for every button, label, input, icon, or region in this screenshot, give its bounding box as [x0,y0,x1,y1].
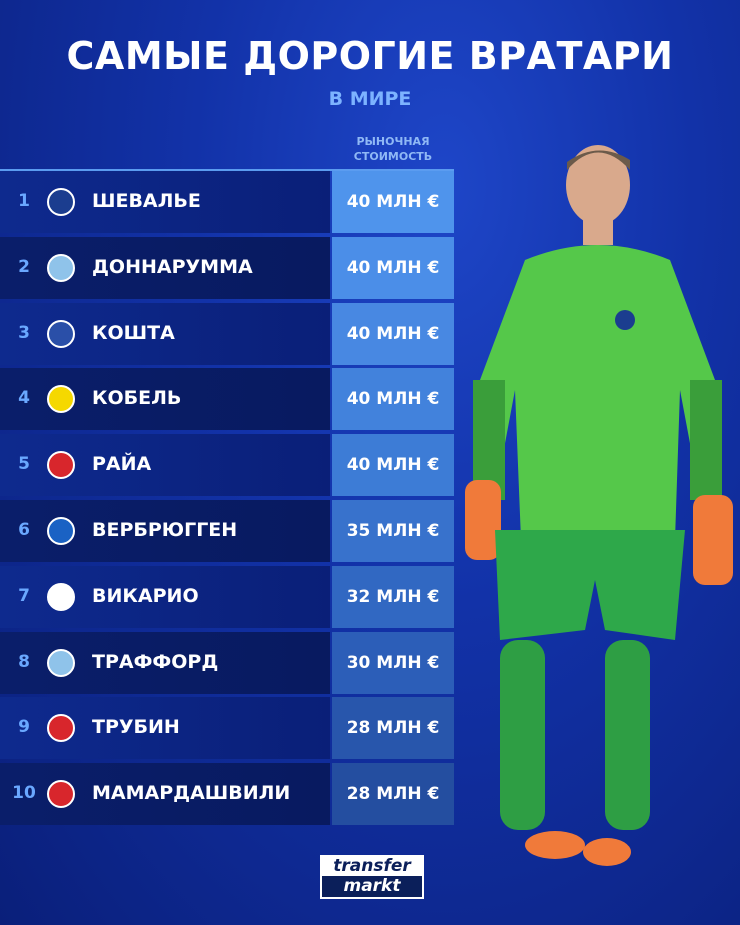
logo-text: transfer [322,857,422,876]
player-name: КОБЕЛЬ [92,387,182,410]
player-name: КОШТА [92,321,175,344]
player-name: РАЙА [92,453,152,476]
rank: 2 [18,256,30,277]
player-name: МАМАРДАШВИЛИ [92,782,291,805]
page-title: САМЫЕ ДОРОГИЕ ВРАТАРИ [66,34,674,78]
market-value: 40 МЛН € [332,171,454,233]
table-row: 6 ВЕРБРЮГГЕН 35 МЛН € [0,500,454,562]
psg-logo-icon [47,188,75,216]
market-value: 28 МЛН € [332,697,454,760]
rank: 3 [18,322,30,343]
market-value: 35 МЛН € [332,500,454,562]
column-header-line: РЫНОЧНАЯ [356,135,430,148]
table-row: 1 ШЕВАЛЬЕ 40 МЛН € [0,171,454,233]
player-name: ШЕВАЛЬЕ [92,190,201,212]
table-row: 7 ВИКАРИО 32 МЛН € [0,565,454,628]
dortmund-logo-icon [47,385,75,414]
market-value: 28 МЛН € [332,763,454,826]
divider [0,169,454,171]
market-value: 30 МЛН € [332,631,454,694]
arsenal-logo-icon [47,451,75,480]
column-header-line: СТОИМОСТЬ [353,150,433,163]
logo-text: markt [322,876,422,897]
table-row: 8 ТРАФФОРД 30 МЛН € [0,631,454,694]
player-name: ТРАФФОРД [92,650,219,673]
rank: 10 [12,783,36,804]
transfermarkt-logo: transfer markt [320,855,424,899]
table-row: 10 МАМАРДАШВИЛИ 28 МЛН € [0,763,454,826]
rank: 8 [18,651,30,672]
table-row: 9 ТРУБИН 28 МЛН € [0,697,454,760]
table-row: 4 КОБЕЛЬ 40 МЛН € [0,368,454,431]
rank: 1 [18,191,30,211]
column-header-market-value: РЫНОЧНАЯ СТОИМОСТЬ [332,134,454,164]
rank: 6 [18,520,30,540]
page-subtitle: В МИРЕ [328,88,412,110]
rank: 4 [18,388,30,409]
porto-logo-icon [47,319,75,348]
table-row: 3 КОШТА 40 МЛН € [0,302,454,365]
table-row: 2 ДОННАРУММА 40 МЛН € [0,236,454,299]
market-value: 40 МЛН € [332,368,454,431]
market-value: 40 МЛН € [332,434,454,497]
player-name: ДОННАРУММА [92,255,253,278]
market-value: 40 МЛН € [332,236,454,299]
man-city-logo-icon [47,253,75,282]
brighton-logo-icon [47,517,75,545]
liverpool-logo-icon [47,780,75,809]
rank: 5 [18,454,30,475]
goalkeeper-photo [465,145,733,866]
player-name: ВИКАРИО [92,584,199,607]
market-value: 32 МЛН € [332,565,454,628]
tottenham-logo-icon [47,582,75,611]
player-name: ВЕРБРЮГГЕН [92,519,238,541]
rank: 9 [18,717,30,738]
market-value: 40 МЛН € [332,302,454,365]
benfica-logo-icon [47,714,75,743]
player-name: ТРУБИН [92,716,180,739]
rank: 7 [18,585,30,606]
table-row: 5 РАЙА 40 МЛН € [0,434,454,497]
man-city-logo-icon [47,648,75,677]
